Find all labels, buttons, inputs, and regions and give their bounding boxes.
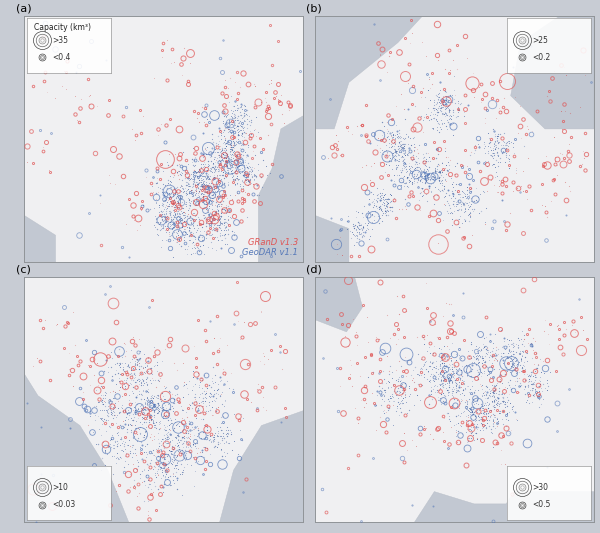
- Polygon shape: [314, 491, 594, 522]
- Polygon shape: [314, 16, 422, 129]
- Polygon shape: [314, 215, 349, 262]
- Polygon shape: [259, 116, 304, 262]
- Polygon shape: [511, 16, 594, 129]
- Text: (d): (d): [306, 264, 322, 274]
- Text: (b): (b): [306, 4, 322, 13]
- Text: GeoDAR v1.1: GeoDAR v1.1: [242, 248, 298, 257]
- Polygon shape: [24, 215, 56, 262]
- Polygon shape: [314, 277, 362, 332]
- Text: (a): (a): [16, 4, 31, 13]
- Text: GRanD v1.3: GRanD v1.3: [248, 238, 298, 247]
- Polygon shape: [24, 374, 129, 522]
- Text: (c): (c): [16, 264, 31, 274]
- Polygon shape: [220, 410, 304, 522]
